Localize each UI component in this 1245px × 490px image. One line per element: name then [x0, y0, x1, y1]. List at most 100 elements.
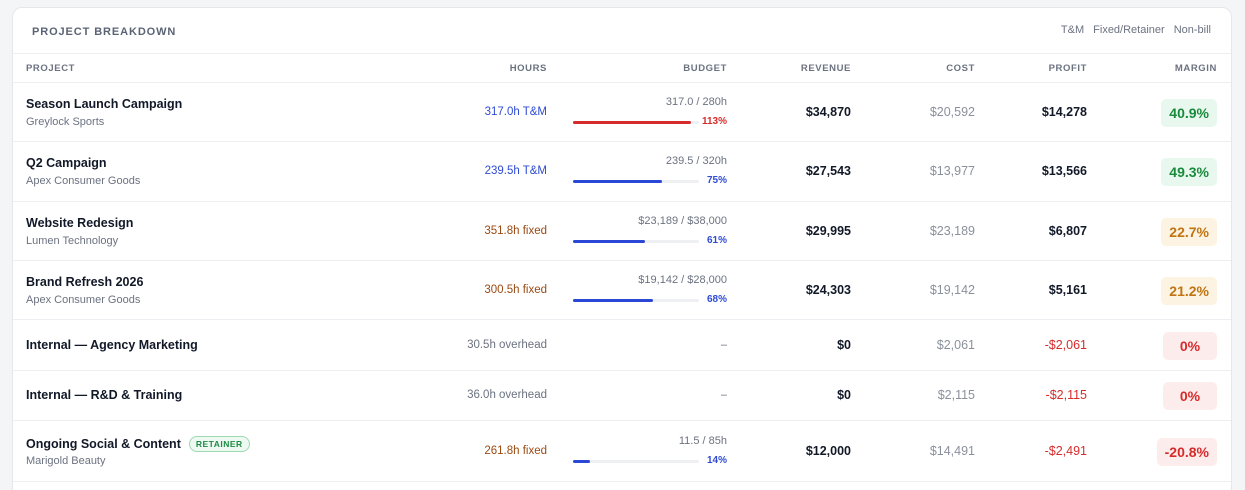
cost-value: $19,142: [929, 282, 975, 297]
hours-value: 30.5h overhead: [467, 338, 547, 351]
project-name-text: Q2 Campaign: [26, 156, 107, 170]
project-name[interactable]: Season Launch Campaign: [26, 97, 182, 111]
legend-fixed-retainer[interactable]: Fixed/Retainer: [1093, 24, 1165, 36]
hours-value: 300.5h fixed: [484, 283, 547, 296]
hours-value: 261.8h fixed: [484, 444, 547, 457]
margin-badge: 49.3%: [1161, 158, 1217, 186]
project-name-text: Internal — Agency Marketing: [26, 337, 198, 352]
budget-usage-text: 317.0 / 280h: [665, 95, 727, 108]
project-table-body: Season Launch Campaign Greylock Sports 317…: [13, 83, 1231, 482]
client-name: Marigold Beauty: [26, 454, 106, 467]
budget-progress-bar: [573, 180, 699, 183]
project-name[interactable]: Q2 Campaign: [26, 156, 107, 170]
budget-percent: 68%: [706, 293, 727, 305]
column-header-hours[interactable]: HOURS: [509, 63, 547, 74]
profit-value: -$2,491: [1044, 443, 1087, 458]
profit-value: $14,278: [1041, 104, 1087, 119]
budget-percent: 75%: [706, 175, 727, 186]
hours-value: 351.8h fixed: [484, 224, 547, 237]
budget-usage-text: 239.5 / 320h: [665, 155, 727, 167]
project-breakdown-panel: PROJECT BREAKDOWN T&M Fixed/Retainer Non…: [12, 7, 1232, 490]
cost-value: $23,189: [929, 223, 975, 238]
profit-value: $13,566: [1041, 164, 1087, 178]
hours-value: 239.5h T&M: [484, 165, 547, 177]
margin-badge: 22.7%: [1161, 217, 1217, 246]
project-name[interactable]: Ongoing Social & Content RETAINER: [26, 435, 250, 452]
budget-percent: 14%: [706, 454, 727, 466]
retainer-badge: RETAINER: [188, 435, 250, 452]
revenue-value: $27,543: [805, 164, 851, 178]
table-row[interactable]: Ongoing Social & Content RETAINER Marigold…: [13, 421, 1231, 482]
budget-progress-fill: [573, 180, 662, 183]
budget-progress-fill: [573, 239, 645, 243]
project-name-text: Ongoing Social & Content: [26, 436, 181, 451]
billing-type-legend: T&M Fixed/Retainer Non-bill: [1061, 24, 1211, 36]
column-header-margin[interactable]: MARGIN: [1174, 63, 1217, 74]
budget-progress-fill: [573, 120, 691, 124]
budget-percent: 61%: [706, 234, 727, 246]
budget-percent: 113%: [701, 115, 727, 127]
revenue-value: $0: [837, 337, 851, 352]
table-row[interactable]: Website Redesign Lumen Technology 351.8h f…: [13, 202, 1231, 261]
revenue-value: $29,995: [805, 223, 851, 238]
panel-title: PROJECT BREAKDOWN: [32, 26, 177, 38]
margin-badge: 0%: [1163, 331, 1217, 360]
client-name: Greylock Sports: [26, 115, 105, 128]
budget-progress-fill: [573, 459, 590, 463]
margin-badge: 0%: [1163, 382, 1217, 410]
margin-badge: 40.9%: [1161, 98, 1217, 127]
margin-badge: -20.8%: [1156, 437, 1217, 466]
cost-value: $2,061: [936, 337, 975, 352]
table-row[interactable]: Internal — Agency Marketing 30.5h overhea…: [13, 320, 1231, 371]
revenue-value: $0: [837, 388, 851, 402]
budget-usage-text: $19,142 / $28,000: [638, 273, 727, 286]
project-name[interactable]: Brand Refresh 2026: [26, 275, 143, 289]
project-name-text: Internal — R&D & Training: [26, 388, 183, 402]
budget-progress-bar: [573, 120, 699, 124]
budget-progress-bar: [573, 239, 699, 243]
budget-usage-text: $23,189 / $38,000: [638, 214, 727, 227]
budget-usage-text: 11.5 / 85h: [678, 434, 727, 447]
margin-badge: 21.2%: [1161, 276, 1217, 305]
project-name-text: Season Launch Campaign: [26, 96, 183, 111]
project-name[interactable]: Internal — Agency Marketing: [26, 338, 198, 352]
budget-progress-bar: [573, 459, 699, 463]
column-header-profit[interactable]: PROFIT: [1048, 63, 1087, 74]
profit-value: -$2,061: [1044, 337, 1087, 352]
table-row[interactable]: Brand Refresh 2026 Apex Consumer Goods 300…: [13, 261, 1231, 320]
project-name[interactable]: Website Redesign: [26, 216, 133, 230]
project-name-text: Website Redesign: [26, 215, 134, 230]
legend-tm[interactable]: T&M: [1060, 24, 1085, 36]
hours-value: 317.0h T&M: [484, 105, 547, 118]
column-header-budget[interactable]: BUDGET: [683, 63, 727, 74]
revenue-value: $12,000: [805, 443, 851, 458]
project-name[interactable]: Internal — R&D & Training: [26, 388, 182, 402]
revenue-value: $24,303: [805, 282, 851, 297]
table-header: PROJECT HOURS BUDGET REVENUE COST PROFIT…: [13, 54, 1231, 83]
cost-value: $14,491: [929, 443, 975, 458]
budget-empty: –: [720, 338, 727, 351]
budget-progress-fill: [573, 298, 654, 302]
column-header-project[interactable]: PROJECT: [26, 63, 76, 74]
budget-empty: –: [720, 389, 727, 401]
profit-value: -$2,115: [1045, 388, 1087, 402]
client-name: Lumen Technology: [26, 234, 119, 247]
table-row[interactable]: Q2 Campaign Apex Consumer Goods 239.5h T&M…: [13, 142, 1231, 202]
revenue-value: $34,870: [805, 104, 851, 119]
profit-value: $6,807: [1048, 223, 1087, 238]
cost-value: $2,115: [937, 388, 975, 402]
table-row[interactable]: Internal — R&D & Training 36.0h overhead –…: [13, 371, 1231, 421]
client-name: Apex Consumer Goods: [26, 175, 141, 187]
cost-value: $20,592: [929, 104, 975, 119]
panel-header: PROJECT BREAKDOWN T&M Fixed/Retainer Non…: [13, 8, 1231, 54]
cost-value: $13,977: [929, 164, 975, 178]
budget-progress-bar: [573, 298, 699, 302]
client-name: Apex Consumer Goods: [26, 293, 141, 306]
project-name-text: Brand Refresh 2026: [26, 274, 144, 289]
column-header-revenue[interactable]: REVENUE: [800, 63, 851, 74]
legend-non-bill[interactable]: Non-bill: [1173, 24, 1211, 36]
column-header-cost[interactable]: COST: [946, 63, 975, 74]
hours-value: 36.0h overhead: [467, 389, 547, 401]
table-row[interactable]: Season Launch Campaign Greylock Sports 317…: [13, 83, 1231, 142]
profit-value: $5,161: [1048, 282, 1087, 297]
